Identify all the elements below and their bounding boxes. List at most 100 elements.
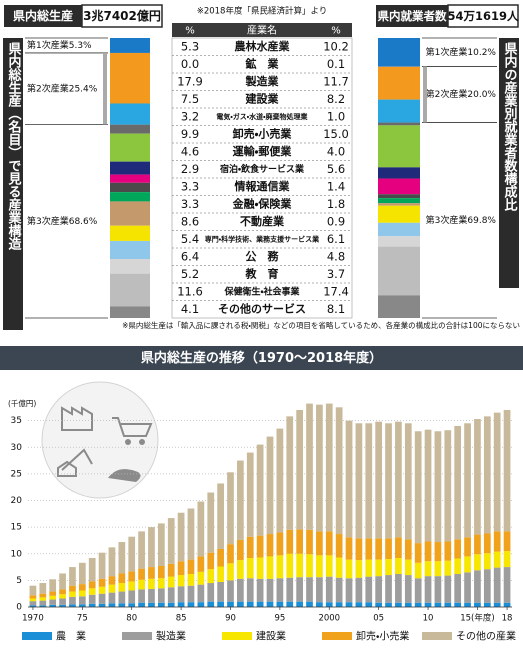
bar-segment [207,492,215,553]
bar-segment [365,538,373,560]
bar-segment [59,594,66,599]
bar-segment [138,602,145,607]
bar-segment [493,602,501,607]
workers-segment [378,236,420,247]
gdp-percent: 5.3 [181,39,199,53]
y-tick-label: 30 [11,443,23,453]
bar-segment [464,572,471,603]
bar-segment [296,577,303,602]
bar-segment [464,602,471,607]
y-tick-label: 10 [11,549,23,559]
bar-segment [207,552,215,570]
bar-segment [296,601,303,607]
bar-segment [167,518,175,564]
bar-segment [385,602,392,607]
workers-percent: 6.1 [327,232,345,246]
workers-percent: 5.6 [327,162,345,176]
bar-segment [59,589,66,595]
workers-segment [378,178,420,195]
bar-segment [69,591,76,597]
bar-segment [355,538,363,561]
bar-segment [454,425,462,540]
bar-segment [375,602,383,607]
workers-segment [378,222,420,237]
bar-segment [227,544,234,564]
bar-segment [385,423,392,539]
gdp-percent: 0.0 [181,57,199,71]
gdp-segment [110,124,150,134]
x-tick-label: 15(年度) [460,613,494,624]
workers-segment [378,125,420,168]
gdp-percent: 6.4 [181,249,199,263]
group-label: 第2次産業20.0% [426,88,497,100]
bar-segment [128,581,136,591]
bar-segment [98,603,106,607]
bar-segment [49,579,57,592]
bar-segment [395,602,402,607]
workers-percent: 8.2 [327,92,345,106]
bar-segment [128,536,136,572]
table-header: 産業名 [247,24,277,37]
bar-segment [503,602,511,607]
bar-segment [296,529,303,554]
bar-segment [454,539,462,559]
group-label: 第3次産業69.8% [426,214,497,226]
bar-segment [78,584,86,591]
bar-segment [483,416,491,534]
bar-segment [345,559,353,579]
industry-name: 不動産業 [240,214,285,228]
gdp-segment [110,192,150,202]
bar-segment [335,557,343,578]
bar-segment [424,602,432,607]
bar-segment [187,559,195,574]
bar-segment [177,602,185,607]
bar-segment [256,578,264,602]
bar-segment [306,601,313,607]
bar-segment [217,548,224,567]
bar-segment [246,558,254,579]
x-tick-label: 10 [423,614,434,624]
bar-segment [335,577,343,603]
bar-segment [177,512,185,562]
gdp-segment [110,52,150,104]
bar-segment [217,566,224,582]
workers-percent: 0.9 [327,214,345,228]
bar-segment [197,584,205,603]
group-label: 第3次産業68.6% [27,215,98,227]
bar-segment [483,553,491,570]
bar-segment [29,598,37,602]
bar-segment [404,575,412,603]
bar-segment [78,596,86,605]
left-title: 県内総生産（名目）で見る産業構造 [6,42,23,251]
y-tick-label: 20 [11,496,23,506]
bar-segment [187,573,195,586]
chart-title-bg [0,346,523,370]
bar-segment [276,555,284,579]
bar-segment [464,423,471,538]
bar-segment [385,559,392,576]
x-tick-label: 95 [274,614,285,624]
bar-segment [404,423,412,540]
right-title: 県内の産業別就業者数構成比 [502,42,519,212]
bar-segment [286,553,294,578]
bar-segment [227,601,234,607]
bar-segment [474,534,481,555]
group-marker [103,52,107,125]
bar-segment [414,431,422,544]
bar-segment [108,592,116,604]
bar-segment [414,602,422,607]
gdp-percent: 8.6 [181,214,199,228]
legend-label: 農 業 [56,630,86,643]
bar-segment [227,563,234,581]
bar-segment [138,568,145,580]
workers-value: 54万1619人 [447,9,519,23]
bar-segment [29,605,37,607]
bar-segment [375,576,383,603]
bar-segment [177,586,185,603]
workers-segment [378,167,420,179]
industry-name: 情報通信業 [235,179,291,193]
bar-segment [118,583,126,592]
bar-segment [444,602,452,607]
bar-segment [464,556,471,573]
bar-segment [148,602,155,607]
